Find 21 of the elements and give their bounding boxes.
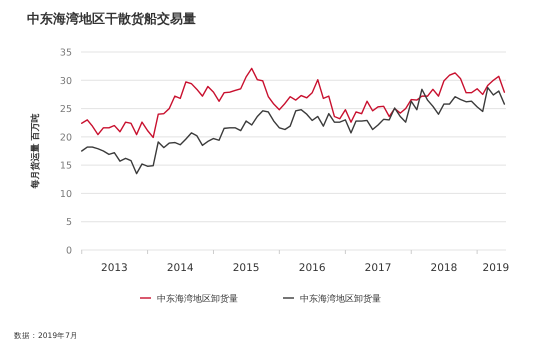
x-tick-label: 2013 bbox=[101, 262, 128, 274]
y-tick-label: 5 bbox=[66, 217, 72, 228]
x-tick-label: 2016 bbox=[298, 262, 326, 274]
chart-title: 中东海湾地区干散货船交易量 bbox=[27, 11, 196, 27]
y-tick-label: 20 bbox=[60, 132, 72, 144]
x-tick-label: 2019 bbox=[482, 262, 510, 274]
legend-label: 中东海湾地区卸货量 bbox=[300, 294, 381, 304]
line-series bbox=[81, 68, 506, 138]
y-tick-label: 30 bbox=[60, 76, 72, 87]
x-tick-label: 2015 bbox=[232, 262, 260, 274]
x-tick-label: 2017 bbox=[364, 262, 392, 274]
y-tick-label: 35 bbox=[60, 48, 72, 58]
line-series bbox=[81, 86, 506, 174]
y-tick-label: 10 bbox=[60, 188, 72, 200]
x-tick-label: 2018 bbox=[430, 262, 458, 274]
y-axis-title: 每月货运量 百万吨 bbox=[30, 113, 41, 190]
y-tick-label: 0 bbox=[66, 246, 72, 256]
y-tick-label: 15 bbox=[60, 160, 72, 172]
x-tick-label: 2014 bbox=[166, 262, 194, 274]
legend-label: 中东海湾地区卸货量 bbox=[157, 294, 238, 304]
y-tick-label: 25 bbox=[60, 104, 72, 116]
